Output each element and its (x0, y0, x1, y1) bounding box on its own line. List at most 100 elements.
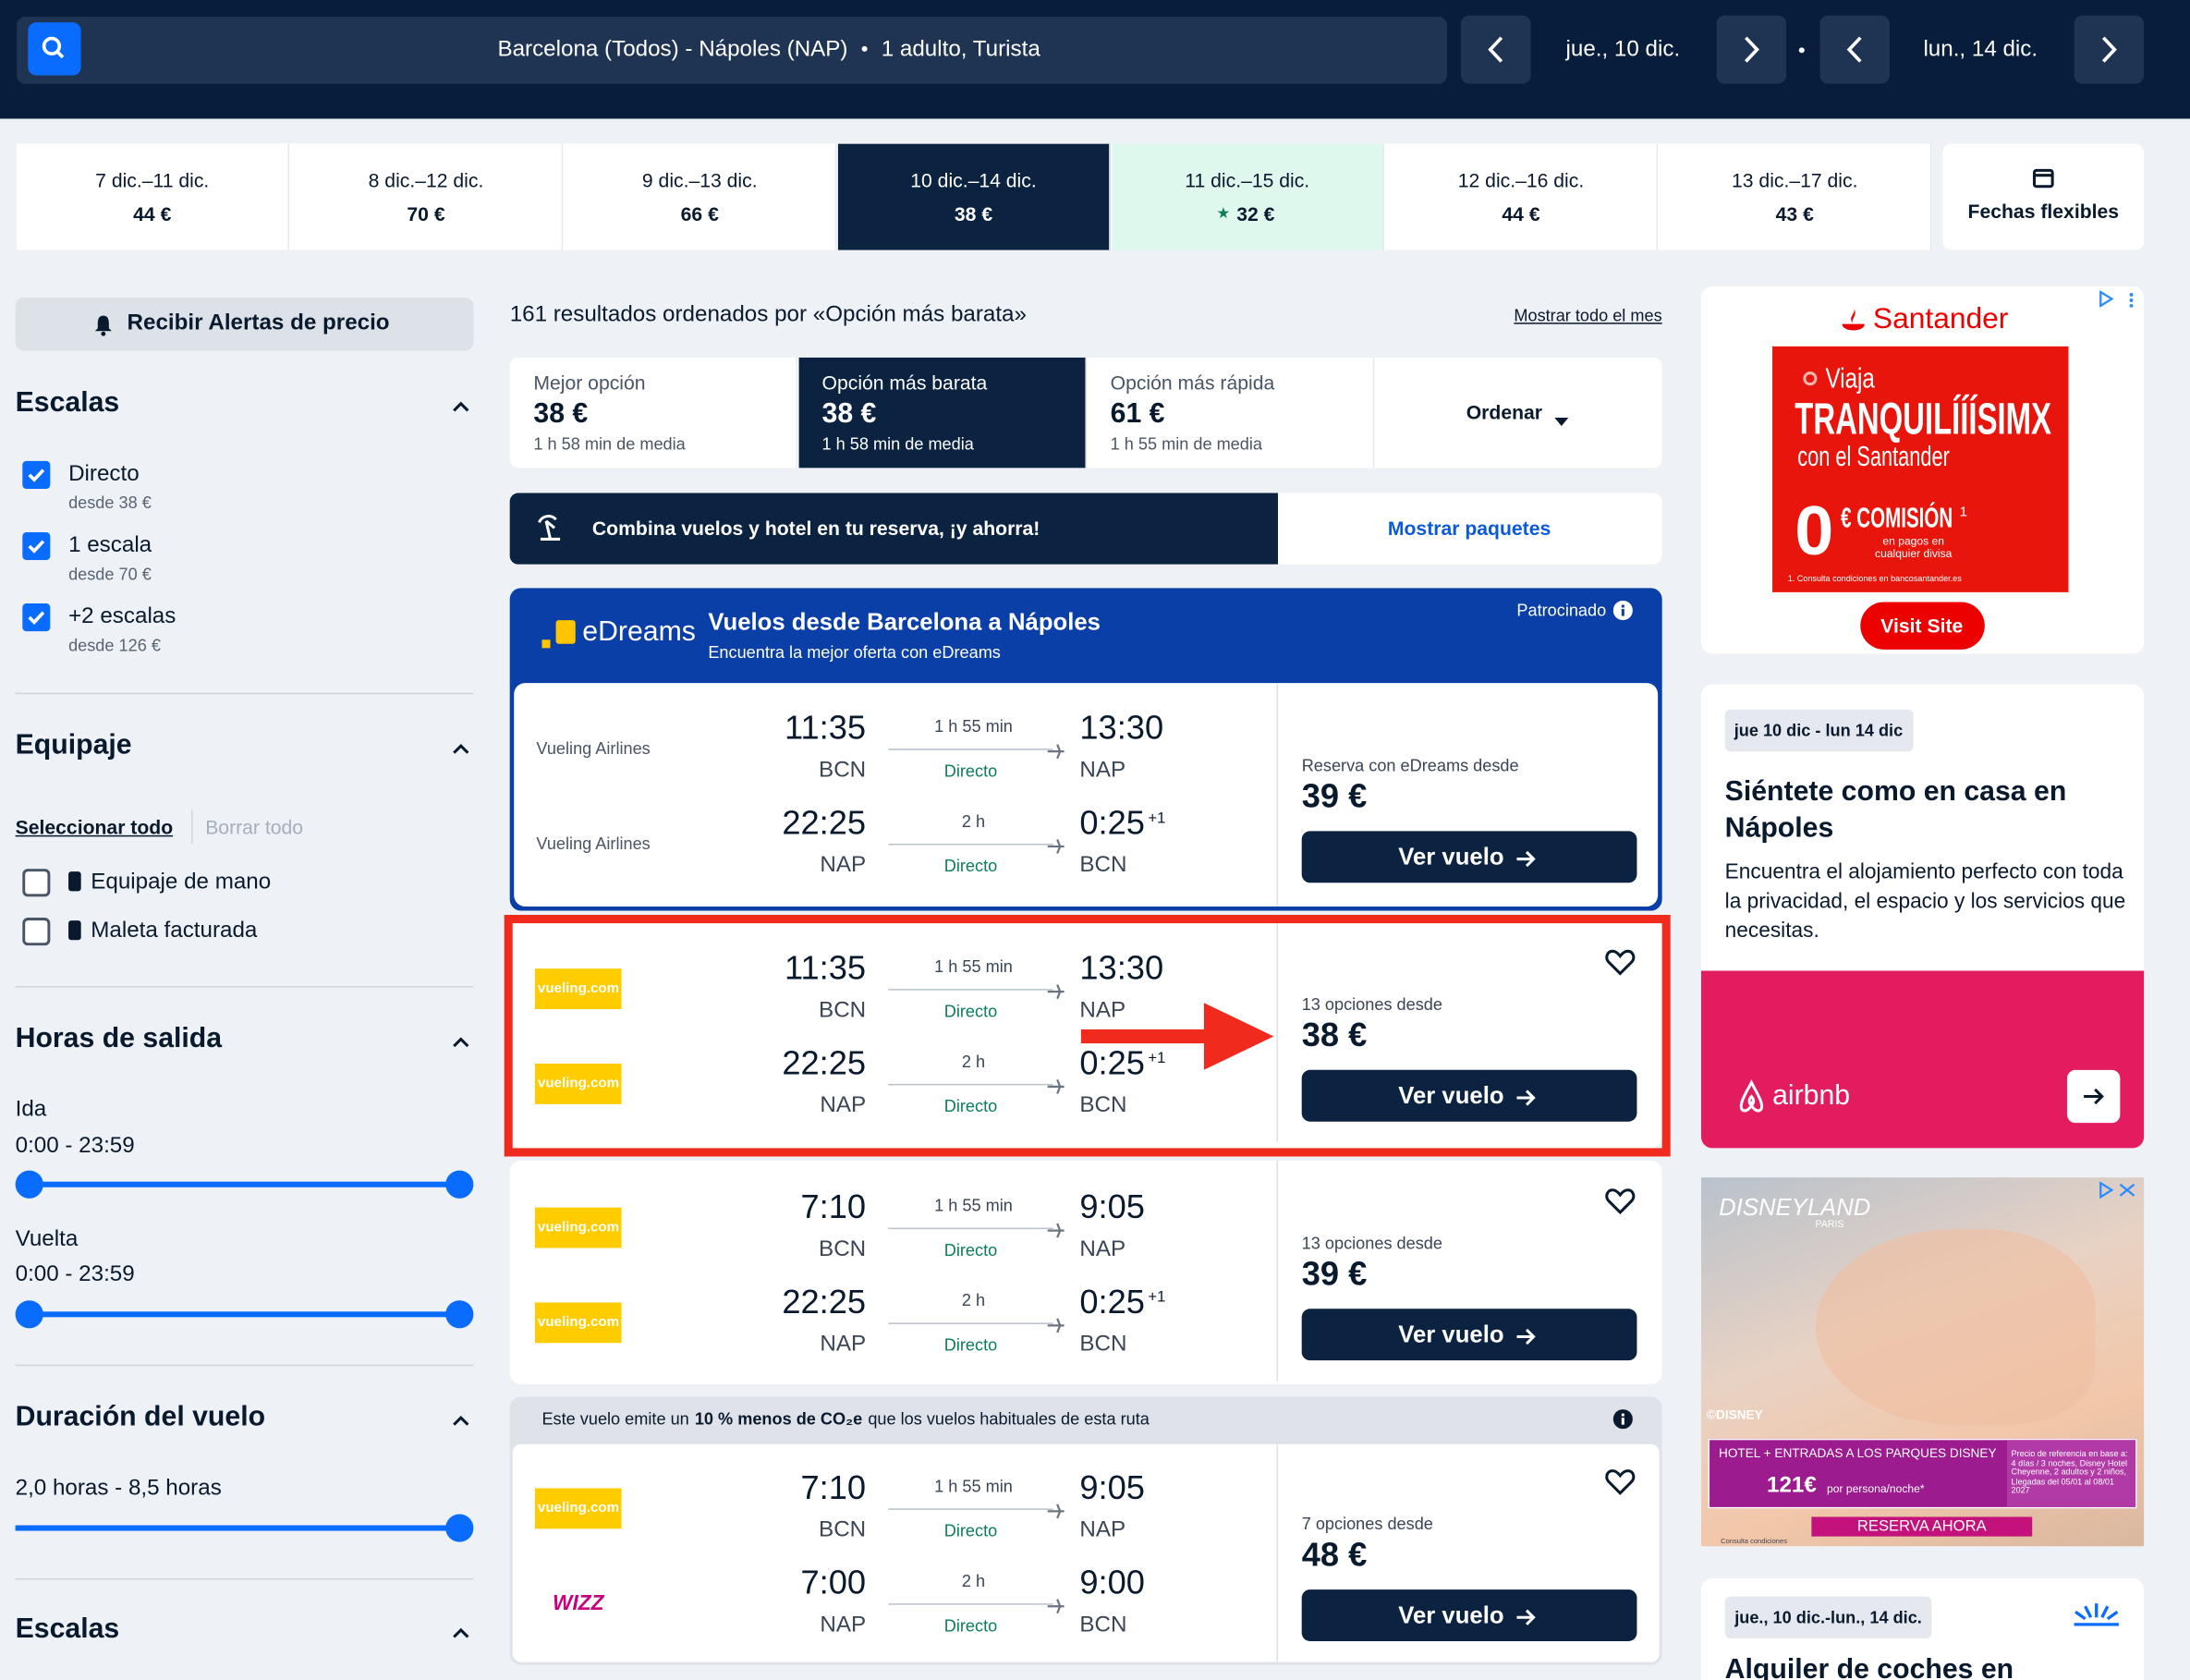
prev-date-button-icon (1819, 15, 1891, 84)
arrival-time: 9:05 (1079, 1469, 1145, 1507)
stops-label: Directo (943, 1001, 998, 1021)
collapse-toggle[interactable] (451, 737, 470, 754)
slider-track (15, 1525, 460, 1531)
collapse-toggle[interactable] (451, 1409, 470, 1426)
stops-label: Directo (943, 1615, 998, 1636)
visit-site-button[interactable] (1860, 602, 1985, 650)
airbnb-logo-icon (1739, 1079, 1764, 1113)
search-button[interactable] (28, 22, 81, 76)
date-range: 13 dic.–17 dic. (1732, 168, 1858, 192)
clear-all-link[interactable]: Borrar todo (205, 815, 304, 838)
arrival-time: 0:25 (1079, 804, 1145, 843)
prev-date-button[interactable] (1819, 15, 1891, 84)
cars-logo (2070, 1598, 2123, 1628)
checkbox[interactable] (22, 869, 51, 897)
view-flight-button[interactable] (1301, 1309, 1637, 1361)
view-flight-button[interactable] (1301, 1069, 1637, 1122)
offer-per: por persona/noche* (1827, 1482, 1925, 1496)
promo-action-bg[interactable] (1278, 493, 1662, 565)
date-cell[interactable] (1112, 143, 1384, 250)
checkbox[interactable] (22, 603, 51, 632)
plane-icon-icon (1047, 1599, 1065, 1614)
dropdown-arrow (1554, 408, 1569, 427)
date-cell[interactable] (1659, 143, 1932, 250)
sort-tab[interactable] (797, 357, 1087, 469)
day-offset: +1 (1148, 810, 1166, 827)
price-label: 7 opciones desde (1301, 1514, 1433, 1534)
view-flight-button[interactable] (1301, 1589, 1637, 1641)
disney-photo-shade (1815, 1229, 2096, 1425)
plane-icon (1047, 1597, 1065, 1614)
section-title: Escalas (15, 1613, 120, 1645)
divider (15, 692, 474, 695)
prev-date-button[interactable] (1461, 15, 1531, 84)
sort-button[interactable]: Ordenar (1466, 400, 1543, 423)
date-cell[interactable] (564, 143, 837, 250)
collapse-toggle[interactable] (451, 1030, 470, 1048)
date-cell[interactable] (17, 143, 289, 250)
divider (15, 1577, 474, 1580)
favorite-button-icon (1605, 1188, 1636, 1215)
airline-logo: vueling.com (534, 1063, 622, 1104)
prev-date-button-icon (1461, 15, 1531, 84)
date-cell[interactable] (290, 143, 564, 250)
depart-date[interactable]: jue., 10 dic. (1565, 37, 1681, 62)
select-all-link[interactable]: Seleccionar todo (15, 815, 174, 838)
date-cell[interactable] (837, 143, 1111, 250)
alert-button[interactable] (15, 297, 474, 351)
search-button-icon (28, 22, 81, 76)
bell-icon-icon (94, 315, 112, 336)
date-cell[interactable] (1385, 143, 1659, 250)
stop-option: Directo (68, 462, 140, 486)
sort-tab[interactable] (510, 357, 798, 469)
checkbox[interactable] (22, 460, 51, 490)
sort-tab-label: Mejor opción (533, 371, 646, 395)
sponsored-label: Patrocinado (1516, 600, 1607, 621)
sort-tab-label: Opción más barata (821, 371, 988, 395)
day-offset: +1 (1148, 1050, 1166, 1067)
baggage-option: Maleta facturada (91, 919, 258, 943)
return-date[interactable]: lun., 14 dic. (1923, 37, 2038, 62)
favorite-button[interactable] (1605, 1187, 1636, 1215)
plane-icon-icon (1047, 1503, 1065, 1519)
next-date-button[interactable] (2074, 15, 2145, 84)
arrival-airport: NAP (1079, 1237, 1126, 1261)
airbnb-arrow-button[interactable] (2066, 1069, 2121, 1124)
route-line (888, 1227, 1053, 1230)
slider-handle[interactable] (445, 1300, 474, 1329)
sort-tab-duration: 1 h 55 min de media (1110, 434, 1262, 455)
slider-handle[interactable] (445, 1514, 474, 1542)
collapse-toggle[interactable] (451, 1622, 470, 1638)
search-field[interactable] (17, 17, 1447, 84)
packages-button[interactable]: Mostrar paquetes (1387, 517, 1551, 540)
favorite-button[interactable] (1605, 1468, 1636, 1496)
collapse-toggle[interactable] (451, 396, 470, 412)
next-date-button[interactable] (1716, 15, 1787, 84)
airline-logo: vueling.com (534, 1302, 622, 1344)
slider-handle[interactable] (15, 1170, 43, 1199)
route-line (888, 989, 1053, 991)
divider (15, 1364, 474, 1367)
checkbox[interactable] (22, 918, 51, 946)
arrow-icon (1516, 849, 1536, 868)
route-line (888, 843, 1053, 846)
sort-tab[interactable] (1087, 357, 1375, 469)
view-flight-button[interactable] (1301, 831, 1637, 883)
favorite-button[interactable] (1605, 948, 1636, 976)
stop-option: +2 escalas (68, 604, 176, 629)
slider-handle[interactable] (15, 1300, 43, 1329)
slider-handle[interactable] (445, 1170, 474, 1199)
flexible-dates[interactable] (1942, 143, 2145, 250)
flight-duration: 1 h 55 min (934, 1476, 1013, 1496)
price-divider (1276, 1441, 1279, 1662)
departure-time: 22:25 (782, 804, 867, 843)
checkbox[interactable] (22, 531, 51, 561)
cars-logo-icon (2074, 1603, 2119, 1626)
month-link[interactable]: Mostrar todo el mes (1514, 306, 1662, 326)
reserve-button[interactable] (1811, 1516, 2033, 1537)
departure-airport: NAP (820, 1613, 867, 1637)
flight-duration: 1 h 55 min (934, 956, 1013, 977)
bag-icon (68, 920, 81, 941)
